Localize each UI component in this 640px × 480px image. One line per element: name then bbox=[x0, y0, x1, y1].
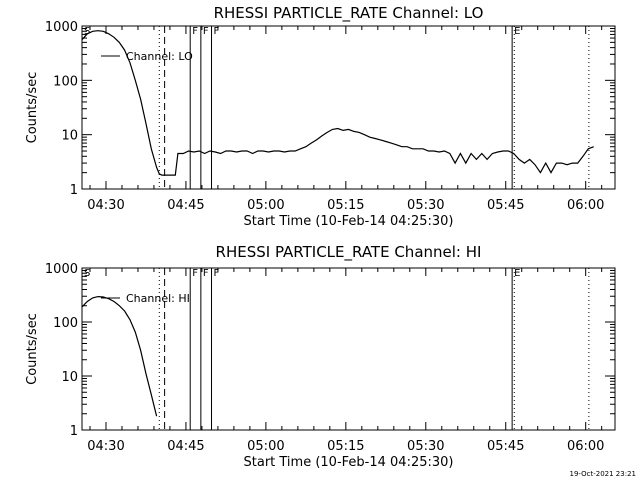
event-label: F bbox=[192, 26, 198, 37]
y-tick-label: 100 bbox=[53, 74, 78, 89]
chart-title: RHESSI PARTICLE_RATE Channel: LO bbox=[214, 4, 484, 23]
x-tick-label: 04:45 bbox=[167, 439, 204, 454]
event-label: E bbox=[514, 268, 520, 279]
date-stamp: 19-Oct-2021 23:21 bbox=[570, 470, 636, 478]
x-tick-label: 05:30 bbox=[407, 198, 444, 213]
x-tick-label: 05:15 bbox=[327, 198, 364, 213]
y-tick-label: 1 bbox=[70, 424, 78, 439]
x-tick-label: 05:30 bbox=[407, 439, 444, 454]
x-tick-label: 06:00 bbox=[567, 198, 604, 213]
y-tick-label: 1 bbox=[70, 183, 78, 198]
y-axis-label: Counts/sec bbox=[25, 313, 40, 385]
event-label: F bbox=[203, 268, 209, 279]
x-tick-label: 06:00 bbox=[567, 439, 604, 454]
x-tick-label: 05:45 bbox=[487, 198, 524, 213]
event-label: F bbox=[214, 26, 220, 37]
plot-frame bbox=[81, 25, 616, 190]
legend-label: Channel: HI bbox=[126, 292, 190, 305]
event-label: E bbox=[514, 26, 520, 37]
corner-label: S bbox=[84, 26, 90, 37]
y-tick-label: 100 bbox=[53, 316, 78, 331]
event-label: F bbox=[192, 268, 198, 279]
data-series-line bbox=[81, 295, 158, 417]
event-label: F bbox=[203, 26, 209, 37]
x-tick-label: 05:00 bbox=[247, 198, 284, 213]
x-tick-label: 04:30 bbox=[87, 439, 124, 454]
y-tick-label: 10 bbox=[61, 129, 78, 144]
x-tick-label: 05:45 bbox=[487, 439, 524, 454]
corner-label: S bbox=[84, 268, 90, 279]
y-axis-label: Counts/sec bbox=[25, 72, 40, 144]
data-series-line bbox=[81, 30, 594, 176]
x-tick-label: 05:15 bbox=[327, 439, 364, 454]
y-tick-label: 1000 bbox=[45, 20, 78, 35]
x-tick-label: 05:00 bbox=[247, 439, 284, 454]
legend-label: Channel: LO bbox=[126, 50, 193, 63]
panel-2 bbox=[81, 267, 616, 431]
plot-frame bbox=[81, 267, 616, 431]
event-label: F bbox=[214, 268, 220, 279]
x-tick-label: 04:30 bbox=[87, 198, 124, 213]
x-axis-label: Start Time (10-Feb-14 04:25:30) bbox=[244, 455, 454, 470]
panel-1 bbox=[81, 25, 616, 190]
y-tick-label: 10 bbox=[61, 370, 78, 385]
x-tick-label: 04:45 bbox=[167, 198, 204, 213]
chart-title: RHESSI PARTICLE_RATE Channel: HI bbox=[216, 243, 482, 262]
y-tick-label: 1000 bbox=[45, 262, 78, 277]
x-axis-label: Start Time (10-Feb-14 04:25:30) bbox=[244, 214, 454, 229]
